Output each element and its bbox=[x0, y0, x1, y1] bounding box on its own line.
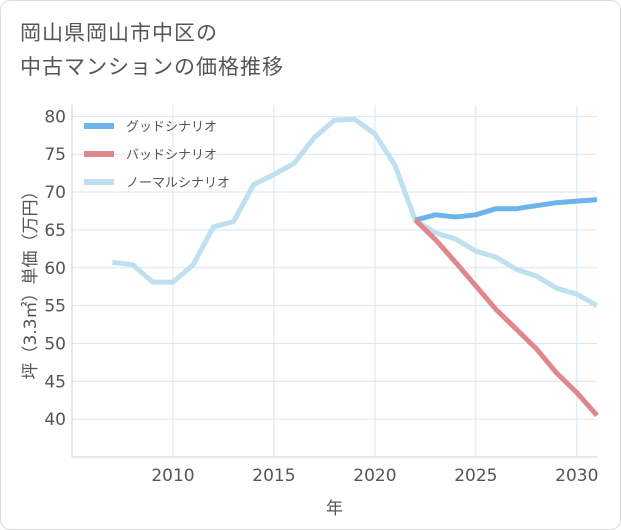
y-tick-label: 65 bbox=[44, 221, 66, 241]
legend-label: グッドシナリオ bbox=[126, 120, 217, 135]
x-tick-label: 2025 bbox=[454, 466, 497, 486]
y-axis-title: 坪（3.3㎡）単価（万円） bbox=[21, 182, 41, 379]
y-tick-label: 70 bbox=[44, 183, 66, 203]
series-line-2 bbox=[413, 218, 599, 418]
series-line-1 bbox=[414, 197, 598, 223]
x-tick-label: 2010 bbox=[151, 466, 194, 486]
y-tick-label: 45 bbox=[44, 372, 66, 392]
y-tick-label: 50 bbox=[44, 334, 66, 354]
y-tick-label: 55 bbox=[44, 297, 66, 317]
y-tick-label: 75 bbox=[44, 145, 66, 165]
legend-label: バッドシナリオ bbox=[126, 148, 217, 163]
x-tick-label: 2015 bbox=[252, 466, 295, 486]
chart-title-line-1: 岡山県岡山市中区の bbox=[20, 21, 218, 45]
series-lines bbox=[112, 116, 599, 418]
chart-title-line-2: 中古マンションの価格推移 bbox=[20, 55, 284, 79]
chart-title: 岡山県岡山市中区の 中古マンションの価格推移 bbox=[20, 16, 284, 84]
axes: 40 45 50 55 60 65 70 75 80 2010 2015 2020 2025 2030 bbox=[44, 105, 598, 486]
y-tick-label: 40 bbox=[44, 410, 66, 430]
y-tick-label: 80 bbox=[44, 107, 66, 127]
x-tick-label: 2020 bbox=[353, 466, 396, 486]
legend-label: ノーマルシナリオ bbox=[126, 176, 230, 191]
x-axis-title: 年 bbox=[326, 499, 343, 519]
x-tick-label: 2030 bbox=[555, 466, 598, 486]
series-line-3 bbox=[112, 116, 599, 308]
y-tick-label: 60 bbox=[44, 259, 66, 279]
